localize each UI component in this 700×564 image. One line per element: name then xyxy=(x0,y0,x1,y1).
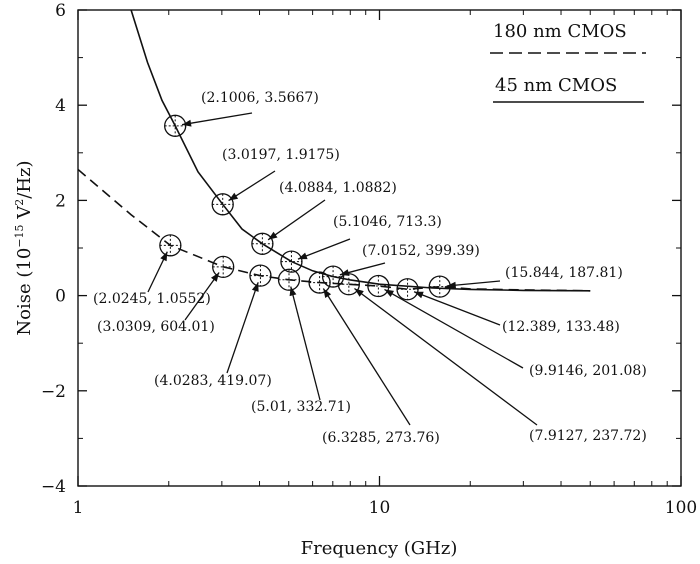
annotation-arrow xyxy=(226,282,259,374)
annotation-arrow xyxy=(354,287,538,426)
annotation-label: (4.0884, 1.0882) xyxy=(279,180,397,196)
annotation: (7.9127, 237.72) xyxy=(354,287,647,444)
annotation-arrowhead xyxy=(298,252,308,260)
annotation-label: (12.389, 133.48) xyxy=(502,319,620,335)
x-axis-title: Frequency (GHz) xyxy=(301,538,458,559)
data-marker xyxy=(211,193,234,216)
x-axis-ticks: 1 10 100 xyxy=(73,10,697,518)
data-marker xyxy=(164,114,187,137)
annotation-label: (9.9146, 201.08) xyxy=(529,363,647,379)
annotation-arrowhead xyxy=(251,282,259,292)
y-tick-label: 0 xyxy=(55,287,66,307)
y-tick-label: −2 xyxy=(41,382,66,402)
annotation: (7.0152, 399.39) xyxy=(339,243,480,276)
annotation: (6.3285, 273.76) xyxy=(322,288,440,446)
annotation-label: (2.0245, 1.0552) xyxy=(93,291,211,307)
x-tick-label: 100 xyxy=(665,498,697,518)
data-marker xyxy=(280,250,303,273)
series-line-45nm xyxy=(130,10,591,292)
annotation-arrowhead xyxy=(446,281,456,289)
annotation-arrowhead xyxy=(268,231,278,240)
data-marker xyxy=(277,268,301,291)
annotation-label: (2.1006, 3.5667) xyxy=(201,90,319,106)
annotation-arrow xyxy=(384,288,524,369)
annotation-arrowhead xyxy=(339,269,350,276)
annotation-arrowhead xyxy=(160,251,168,262)
annotation: (15.844, 187.81) xyxy=(446,265,623,289)
y-axis-title-prefix: Noise (10 xyxy=(14,248,35,336)
annotation: (9.9146, 201.08) xyxy=(384,288,647,379)
data-marker xyxy=(249,264,272,287)
annotation-arrow xyxy=(228,170,276,202)
legend: 180 nm CMOS 45 nm CMOS xyxy=(490,21,646,103)
annotation-label: (4.0283, 419.07) xyxy=(154,373,272,389)
y-tick-label: 6 xyxy=(55,1,66,21)
annotation-label: (15.844, 187.81) xyxy=(505,265,623,281)
annotation-label: (7.0152, 399.39) xyxy=(362,243,480,259)
x-tick-label: 10 xyxy=(369,498,391,518)
legend-label-180nm: 180 nm CMOS xyxy=(493,21,627,42)
annotation: (12.389, 133.48) xyxy=(413,291,620,335)
y-axis-title: Noise (10−15 V2/Hz) xyxy=(13,160,35,335)
y-axis-title-suffix: /Hz) xyxy=(14,160,35,198)
legend-label-45nm: 45 nm CMOS xyxy=(495,75,617,96)
data-marker xyxy=(159,234,182,257)
annotation-arrow xyxy=(297,238,351,260)
annotation-label: (3.0197, 1.9175) xyxy=(222,147,340,163)
annotation-arrowhead xyxy=(211,272,220,282)
data-marker xyxy=(367,274,390,298)
annotation-arrow xyxy=(184,272,220,321)
y-tick-label: −4 xyxy=(41,477,66,497)
data-marker xyxy=(308,271,331,294)
data-marker xyxy=(251,232,274,255)
data-marker xyxy=(321,265,345,288)
annotation-label: (5.1046, 713.3) xyxy=(333,214,442,230)
series-curves xyxy=(78,10,591,292)
annotation-label: (3.0309, 604.01) xyxy=(97,319,215,335)
annotation: (3.0197, 1.9175) xyxy=(222,147,340,202)
annotation-label: (5.01, 332.71) xyxy=(251,399,351,415)
annotation: (4.0884, 1.0882) xyxy=(267,180,397,241)
data-markers xyxy=(159,114,451,301)
data-marker xyxy=(212,255,235,278)
annotation-arrow xyxy=(322,288,411,426)
annotation: (4.0283, 419.07) xyxy=(154,282,272,389)
annotation-label: (6.3285, 273.76) xyxy=(322,430,440,446)
annotation-arrowhead xyxy=(182,119,192,127)
y-tick-label: 2 xyxy=(55,191,66,211)
annotation: (5.1046, 713.3) xyxy=(297,214,442,260)
annotation: (3.0309, 604.01) xyxy=(97,272,220,335)
y-axis-title-square: 2 xyxy=(13,199,26,206)
annotation-arrow xyxy=(267,199,326,241)
y-tick-label: 4 xyxy=(55,96,66,116)
annotation: (2.1006, 3.5667) xyxy=(181,90,319,127)
point-annotations: (2.1006, 3.5667) (3.0197, 1.9175) (4.0884,… xyxy=(93,90,647,446)
annotation-arrowhead xyxy=(414,291,424,299)
y-axis-title-unit: V xyxy=(14,205,35,225)
annotation-arrowhead xyxy=(323,288,332,298)
y-axis-ticks: −4 −2 0 2 4 6 xyxy=(41,1,681,497)
annotation-arrow xyxy=(413,291,501,326)
x-tick-label: 1 xyxy=(73,498,84,518)
annotation-arrow xyxy=(290,286,321,401)
annotation-arrowhead xyxy=(289,286,297,297)
annotation: (2.0245, 1.0552) xyxy=(93,251,211,307)
annotation: (5.01, 332.71) xyxy=(251,286,351,415)
annotation-arrowhead xyxy=(228,192,239,201)
annotation-arrowhead xyxy=(384,289,394,297)
annotation-label: (7.9127, 237.72) xyxy=(529,428,647,444)
data-marker xyxy=(396,278,419,301)
annotation-arrow xyxy=(181,112,253,126)
annotation-arrowhead xyxy=(354,288,364,297)
y-axis-title-exponent: −15 xyxy=(13,224,26,247)
